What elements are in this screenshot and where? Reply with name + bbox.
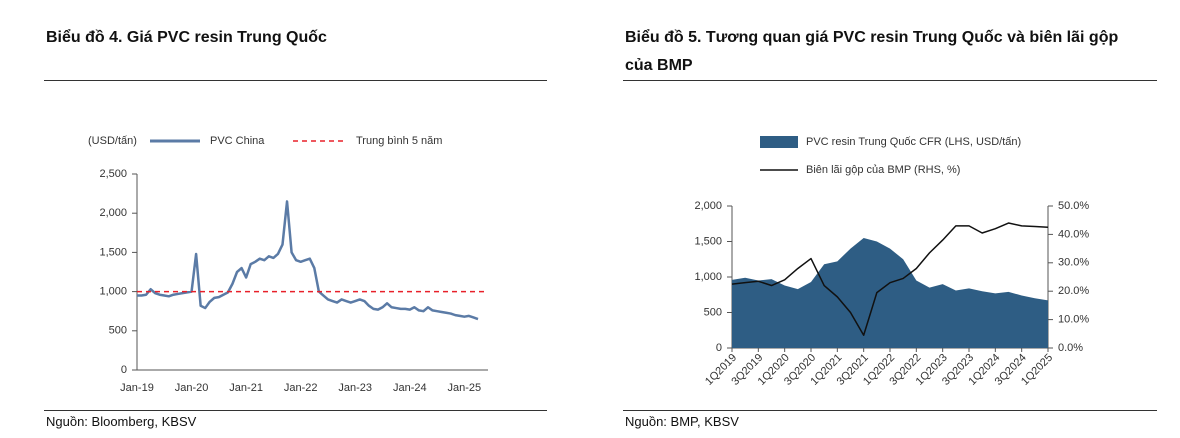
y-tick-label: 1,500: [99, 246, 127, 258]
legend-label: Trung bình 5 năm: [356, 135, 442, 147]
x-tick-label: Jan-24: [393, 382, 427, 394]
x-tick-label: Jan-25: [448, 382, 482, 394]
y-tick-label: 500: [109, 325, 127, 337]
legend-label: Biên lãi gộp của BMP (RHS, %): [806, 164, 960, 176]
x-tick-label: Jan-19: [120, 382, 154, 394]
y2-tick-label: 0.0%: [1058, 342, 1083, 354]
y-tick-label: 0: [121, 364, 127, 376]
price-line: [137, 200, 479, 321]
y2-tick-label: 30.0%: [1058, 257, 1089, 269]
y-tick-label: 500: [704, 306, 722, 318]
chart-title: Biểu đồ 5. Tương quan giá PVC resin Trun…: [625, 29, 1119, 74]
x-tick-label: Jan-22: [284, 382, 318, 394]
margin-line: [731, 222, 1049, 336]
x-tick-label: Jan-20: [175, 382, 209, 394]
source: Nguồn: Bloomberg, KBSV: [46, 414, 197, 429]
y-tick-label: 1,000: [99, 286, 127, 298]
legend-swatch: [760, 136, 798, 148]
x-tick-label: Jan-23: [338, 382, 372, 394]
y-tick-label: 2,000: [99, 207, 127, 219]
y2-tick-label: 10.0%: [1058, 314, 1089, 326]
source: Nguồn: BMP, KBSV: [625, 414, 739, 429]
y-axis-label: (USD/tấn): [88, 135, 137, 147]
rule: [623, 410, 1157, 411]
area: [732, 237, 1048, 348]
rule: [44, 410, 547, 411]
x-tick-label: Jan-21: [229, 382, 263, 394]
y-tick-label: 1,500: [694, 235, 722, 247]
y2-tick-label: 50.0%: [1058, 200, 1089, 212]
rule: [44, 80, 547, 81]
rule: [623, 80, 1157, 81]
y-tick-label: 1,000: [694, 271, 722, 283]
y-tick-label: 2,000: [694, 200, 722, 212]
legend-label: PVC China: [210, 135, 265, 147]
y2-tick-label: 20.0%: [1058, 285, 1089, 297]
chart-title: Biểu đồ 4. Giá PVC resin Trung Quốc: [46, 29, 327, 46]
y2-tick-label: 40.0%: [1058, 228, 1089, 240]
y-tick-label: 2,500: [99, 168, 127, 180]
y-tick-label: 0: [716, 342, 722, 354]
legend-label: PVC resin Trung Quốc CFR (LHS, USD/tấn): [806, 136, 1021, 148]
